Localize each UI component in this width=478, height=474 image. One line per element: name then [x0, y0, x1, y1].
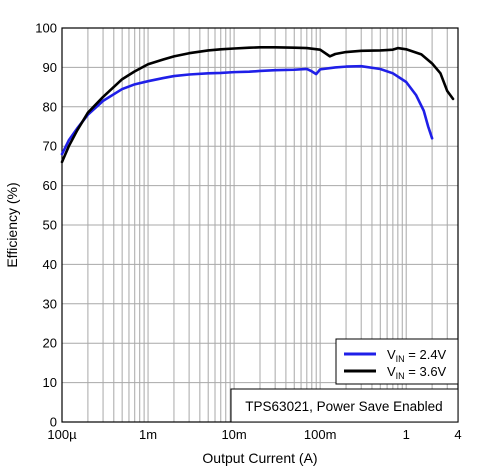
- tick-labels: 0 10 20 30 40 50 60 70 80 90 100 100µ 1m 10m 100m 1 4: [35, 21, 461, 443]
- y-tick-label: 20: [43, 336, 57, 351]
- annotation-text: TPS63021, Power Save Enabled: [245, 399, 442, 414]
- series-layer: [60, 46, 455, 164]
- annotation-frame: [230, 388, 459, 423]
- annotation-box: TPS63021, Power Save Enabled: [230, 388, 459, 423]
- x-tick-label: 4: [454, 427, 461, 442]
- y-tick-label: 0: [50, 415, 57, 430]
- x-tick-label: 10m: [221, 427, 246, 442]
- legend-label-vin-2.4v: VIN = 2.4V: [387, 347, 447, 364]
- legend-box: [335, 338, 459, 385]
- x-tick-label: 100m: [304, 427, 337, 442]
- y-tick-label: 60: [43, 178, 57, 193]
- y-tick-label: 100: [35, 21, 57, 36]
- series-line-vin-3.6v: [60, 46, 455, 164]
- x-axis-title: Output Current (A): [202, 450, 317, 466]
- y-tick-label: 30: [43, 296, 57, 311]
- legend: VIN = 2.4V VIN = 3.6V: [335, 338, 459, 385]
- y-tick-label: 40: [43, 257, 57, 272]
- y-tick-label: 50: [43, 218, 57, 233]
- x-tick-label: 100µ: [47, 427, 77, 442]
- y-tick-label: 80: [43, 99, 57, 114]
- x-tick-label: 1m: [139, 427, 157, 442]
- y-tick-label: 10: [43, 375, 57, 390]
- y-axis-title: Efficiency (%): [4, 182, 20, 267]
- series-line-vin-2.4v: [60, 64, 434, 156]
- y-tick-label: 90: [43, 60, 57, 75]
- legend-label-vin-3.6v: VIN = 3.6V: [387, 364, 447, 381]
- y-tick-label: 70: [43, 139, 57, 154]
- x-tick-label: 1: [403, 427, 410, 442]
